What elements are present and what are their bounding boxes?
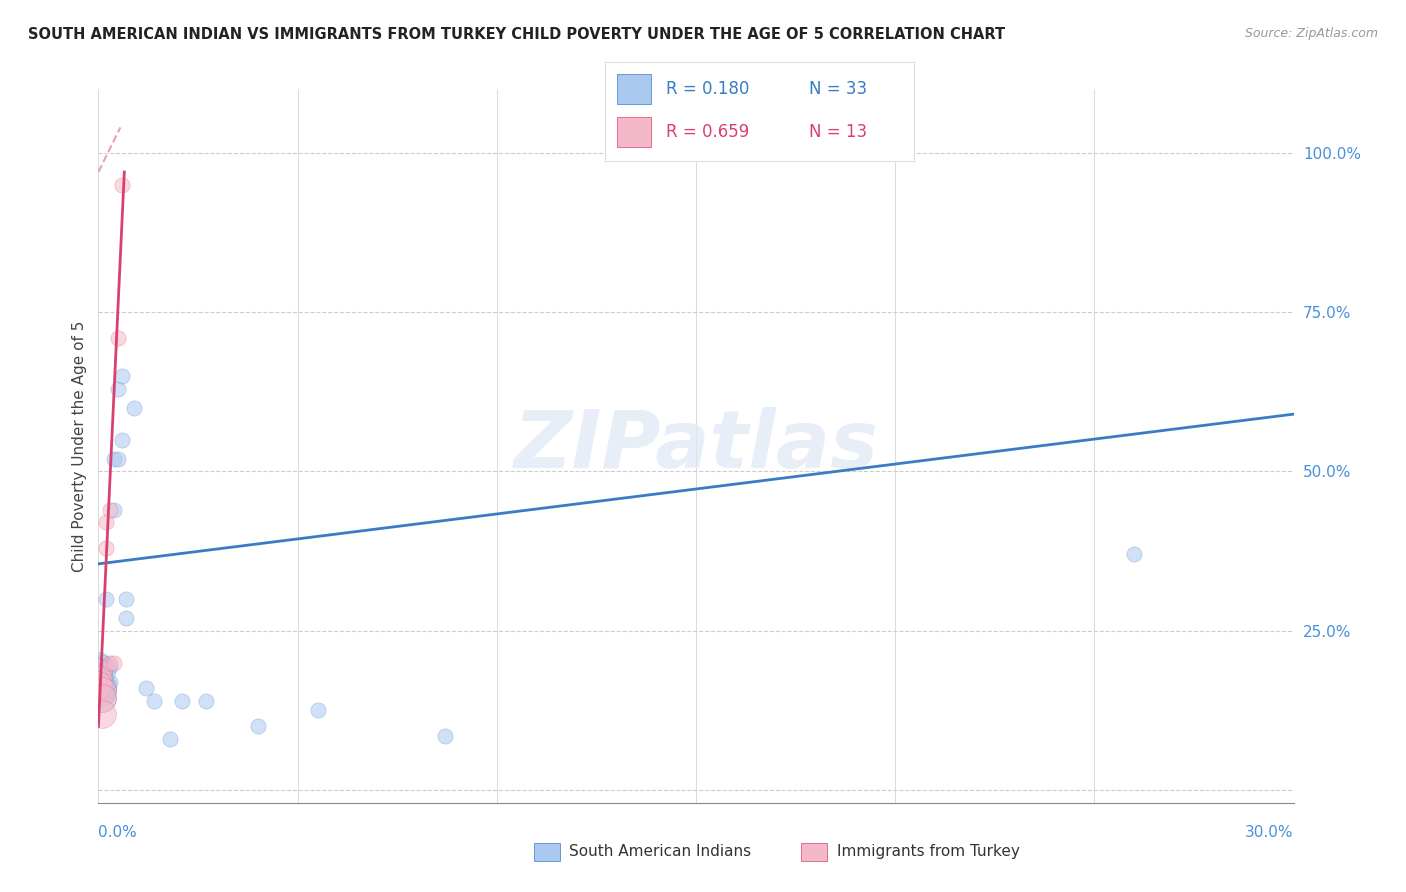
Text: 30.0%: 30.0% <box>1246 825 1294 840</box>
Y-axis label: Child Poverty Under the Age of 5: Child Poverty Under the Age of 5 <box>72 320 87 572</box>
Point <box>107 451 129 466</box>
Text: South American Indians: South American Indians <box>569 845 752 859</box>
Point <box>98 674 122 689</box>
Point <box>98 656 122 670</box>
Point <box>87 672 110 686</box>
Point <box>91 690 114 705</box>
Point <box>135 681 157 695</box>
Point <box>98 658 122 673</box>
Point <box>246 719 269 733</box>
Point <box>103 502 125 516</box>
Point <box>87 658 110 673</box>
Point <box>115 591 138 606</box>
Text: 0.0%: 0.0% <box>98 825 138 840</box>
Point <box>91 678 114 692</box>
Text: R = 0.659: R = 0.659 <box>666 123 749 141</box>
Point <box>98 502 122 516</box>
Point <box>103 656 125 670</box>
Point <box>111 178 134 192</box>
Point <box>87 672 110 686</box>
Point <box>103 451 125 466</box>
Point <box>172 694 194 708</box>
Point <box>96 658 118 673</box>
Point <box>111 433 134 447</box>
Point <box>91 706 114 721</box>
Text: Source: ZipAtlas.com: Source: ZipAtlas.com <box>1244 27 1378 40</box>
Point <box>1123 547 1146 561</box>
Point <box>124 401 146 415</box>
Point <box>96 541 118 555</box>
Point <box>91 690 114 705</box>
Text: N = 33: N = 33 <box>808 80 868 98</box>
Point <box>307 703 329 717</box>
Text: ZIPatlas: ZIPatlas <box>513 407 879 485</box>
Point <box>115 611 138 625</box>
Point <box>91 681 114 695</box>
Text: R = 0.180: R = 0.180 <box>666 80 749 98</box>
Point <box>111 368 134 383</box>
FancyBboxPatch shape <box>617 74 651 103</box>
Point <box>96 516 118 530</box>
Point <box>96 684 118 698</box>
Point <box>194 694 218 708</box>
Point <box>87 665 110 680</box>
Point <box>159 732 181 747</box>
Point <box>143 694 166 708</box>
Point <box>107 382 129 396</box>
Point <box>87 678 110 692</box>
Point <box>96 591 118 606</box>
Text: Immigrants from Turkey: Immigrants from Turkey <box>837 845 1019 859</box>
Point <box>91 684 114 698</box>
Point <box>91 662 114 676</box>
Point <box>96 678 118 692</box>
Point <box>87 665 110 680</box>
Text: SOUTH AMERICAN INDIAN VS IMMIGRANTS FROM TURKEY CHILD POVERTY UNDER THE AGE OF 5: SOUTH AMERICAN INDIAN VS IMMIGRANTS FROM… <box>28 27 1005 42</box>
Point <box>107 331 129 345</box>
Point <box>433 729 456 743</box>
Text: N = 13: N = 13 <box>808 123 868 141</box>
Point <box>91 684 114 698</box>
FancyBboxPatch shape <box>617 118 651 147</box>
Point <box>96 674 118 689</box>
